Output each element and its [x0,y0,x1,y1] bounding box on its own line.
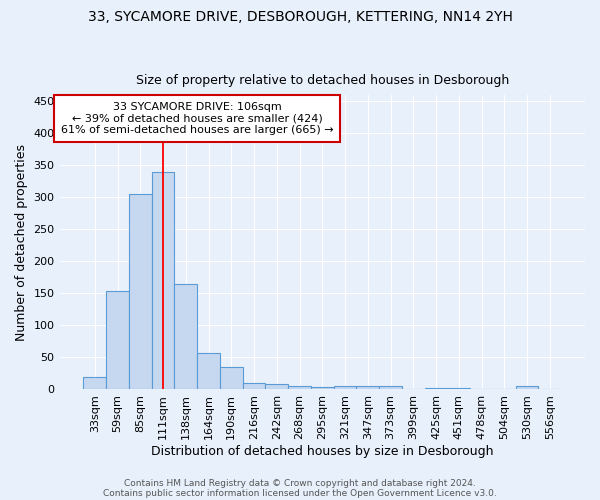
Text: 33, SYCAMORE DRIVE, DESBOROUGH, KETTERING, NN14 2YH: 33, SYCAMORE DRIVE, DESBOROUGH, KETTERIN… [88,10,512,24]
Bar [356,386,379,389]
Bar [197,352,220,389]
Bar [265,384,288,389]
Bar [425,388,448,389]
Text: Contains HM Land Registry data © Crown copyright and database right 2024.: Contains HM Land Registry data © Crown c… [124,478,476,488]
X-axis label: Distribution of detached houses by size in Desborough: Distribution of detached houses by size … [151,444,494,458]
Y-axis label: Number of detached properties: Number of detached properties [15,144,28,340]
Bar [515,386,538,389]
Bar [448,388,470,389]
Bar [311,387,334,389]
Bar [83,378,106,389]
Bar [152,172,175,389]
Bar [288,386,311,389]
Text: Contains public sector information licensed under the Open Government Licence v3: Contains public sector information licen… [103,488,497,498]
Bar [242,383,265,389]
Title: Size of property relative to detached houses in Desborough: Size of property relative to detached ho… [136,74,509,87]
Bar [379,386,402,389]
Text: 33 SYCAMORE DRIVE: 106sqm
← 39% of detached houses are smaller (424)
61% of semi: 33 SYCAMORE DRIVE: 106sqm ← 39% of detac… [61,102,334,136]
Bar [175,284,197,389]
Bar [220,366,242,389]
Bar [106,291,129,389]
Bar [129,194,152,389]
Bar [334,386,356,389]
